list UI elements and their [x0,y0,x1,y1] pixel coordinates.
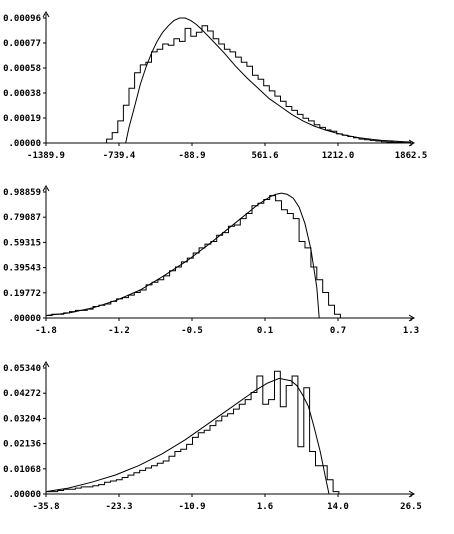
y-tick-label: 0.00096 [3,14,41,24]
x-tick-label: 561.6 [251,151,278,161]
y-tick-label: 0.01068 [3,465,41,475]
density-curve [125,17,412,144]
x-tick-label: -739.4 [103,151,136,161]
density-curve [45,192,320,319]
x-tick-label: -35.8 [32,502,59,512]
x-tick-label: 14.0 [327,502,349,512]
y-tick-label: 0.00038 [3,89,41,99]
histogram-series [45,370,340,494]
chart-panel-middle: -1.8 -1.2 -0.5 0.1 0.7 1.3 .00000 0.19772 0.3954… [3,185,419,336]
x-tick-label: -0.5 [181,326,203,336]
x-tick-label: 1862.5 [395,151,428,161]
x-tick-label: -1389.9 [27,151,65,161]
y-tick-label: 0.00019 [3,114,41,124]
y-tick-label: 0.79087 [3,213,41,223]
y-tick-label: 0.00058 [3,64,41,74]
x-tick-label: -1.8 [35,326,57,336]
x-tick-label: -1.2 [108,326,130,336]
x-tick-label: 26.5 [400,502,422,512]
x-tick-label: 0.1 [257,326,273,336]
x-tick-label: 1.6 [257,502,273,512]
y-tick-label: 0.00077 [3,39,41,49]
y-tick-label: 0.03204 [3,414,42,424]
x-tick-label: 1212.0 [322,151,355,161]
y-tick-label: 0.59315 [3,238,41,248]
y-tick-label: 0.98859 [3,188,41,198]
y-tick-label: .00000 [8,490,41,500]
x-tick-label: -10.9 [178,502,205,512]
x-tick-label: -88.9 [178,151,205,161]
y-tick-label: .00000 [8,314,41,324]
x-tick-label: 1.3 [403,326,419,336]
histogram-series [106,25,411,144]
x-tick-label: -23.3 [105,502,132,512]
y-tick-label: 0.19772 [3,289,41,299]
y-tick-label: .00000 [8,139,41,149]
chart-panel-bottom: -35.8 -23.3 -10.9 1.6 14.0 26.5 .00000 0.01068 0… [3,361,422,512]
histogram-series [45,195,341,318]
density-curve [45,377,330,495]
x-tick-label: 0.7 [330,326,346,336]
chart-panel-top: -1389.9 -739.4 -88.9 561.6 1212.0 1862.5 .0000… [3,11,428,161]
y-tick-label: 0.02136 [3,440,41,450]
y-tick-label: 0.04272 [3,389,41,399]
y-tick-label: 0.05340 [3,364,41,374]
y-tick-label: 0.39543 [3,264,41,274]
y-axis-arrow [42,11,50,18]
y-axis-arrow [42,361,50,368]
y-axis-arrow [42,185,50,192]
